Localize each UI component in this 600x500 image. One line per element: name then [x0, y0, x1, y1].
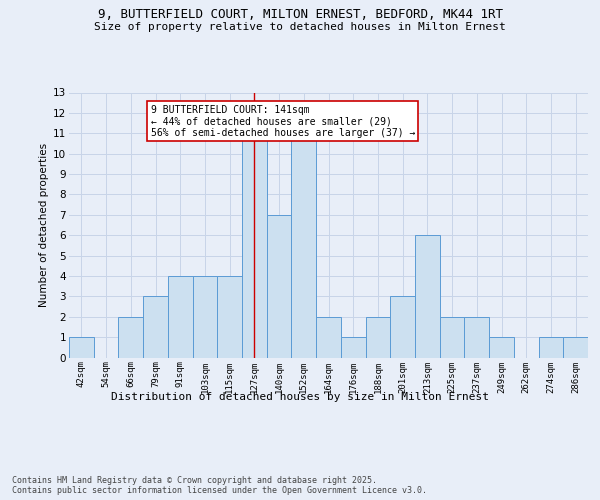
Text: Contains HM Land Registry data © Crown copyright and database right 2025.
Contai: Contains HM Land Registry data © Crown c…: [12, 476, 427, 495]
Text: 9 BUTTERFIELD COURT: 141sqm
← 44% of detached houses are smaller (29)
56% of sem: 9 BUTTERFIELD COURT: 141sqm ← 44% of det…: [151, 104, 415, 138]
Bar: [341, 337, 365, 357]
Bar: [118, 316, 143, 358]
Text: 9, BUTTERFIELD COURT, MILTON ERNEST, BEDFORD, MK44 1RT: 9, BUTTERFIELD COURT, MILTON ERNEST, BED…: [97, 8, 503, 20]
Bar: [390, 296, 415, 358]
Bar: [316, 316, 341, 358]
Bar: [489, 337, 514, 357]
Y-axis label: Number of detached properties: Number of detached properties: [39, 143, 49, 307]
Bar: [539, 337, 563, 357]
Text: Distribution of detached houses by size in Milton Ernest: Distribution of detached houses by size …: [111, 392, 489, 402]
Bar: [563, 337, 588, 357]
Bar: [292, 134, 316, 358]
Bar: [69, 337, 94, 357]
Bar: [267, 215, 292, 358]
Bar: [242, 134, 267, 358]
Text: Size of property relative to detached houses in Milton Ernest: Size of property relative to detached ho…: [94, 22, 506, 32]
Bar: [143, 296, 168, 358]
Bar: [193, 276, 217, 357]
Bar: [217, 276, 242, 357]
Bar: [415, 235, 440, 358]
Bar: [365, 316, 390, 358]
Bar: [464, 316, 489, 358]
Bar: [440, 316, 464, 358]
Bar: [168, 276, 193, 357]
